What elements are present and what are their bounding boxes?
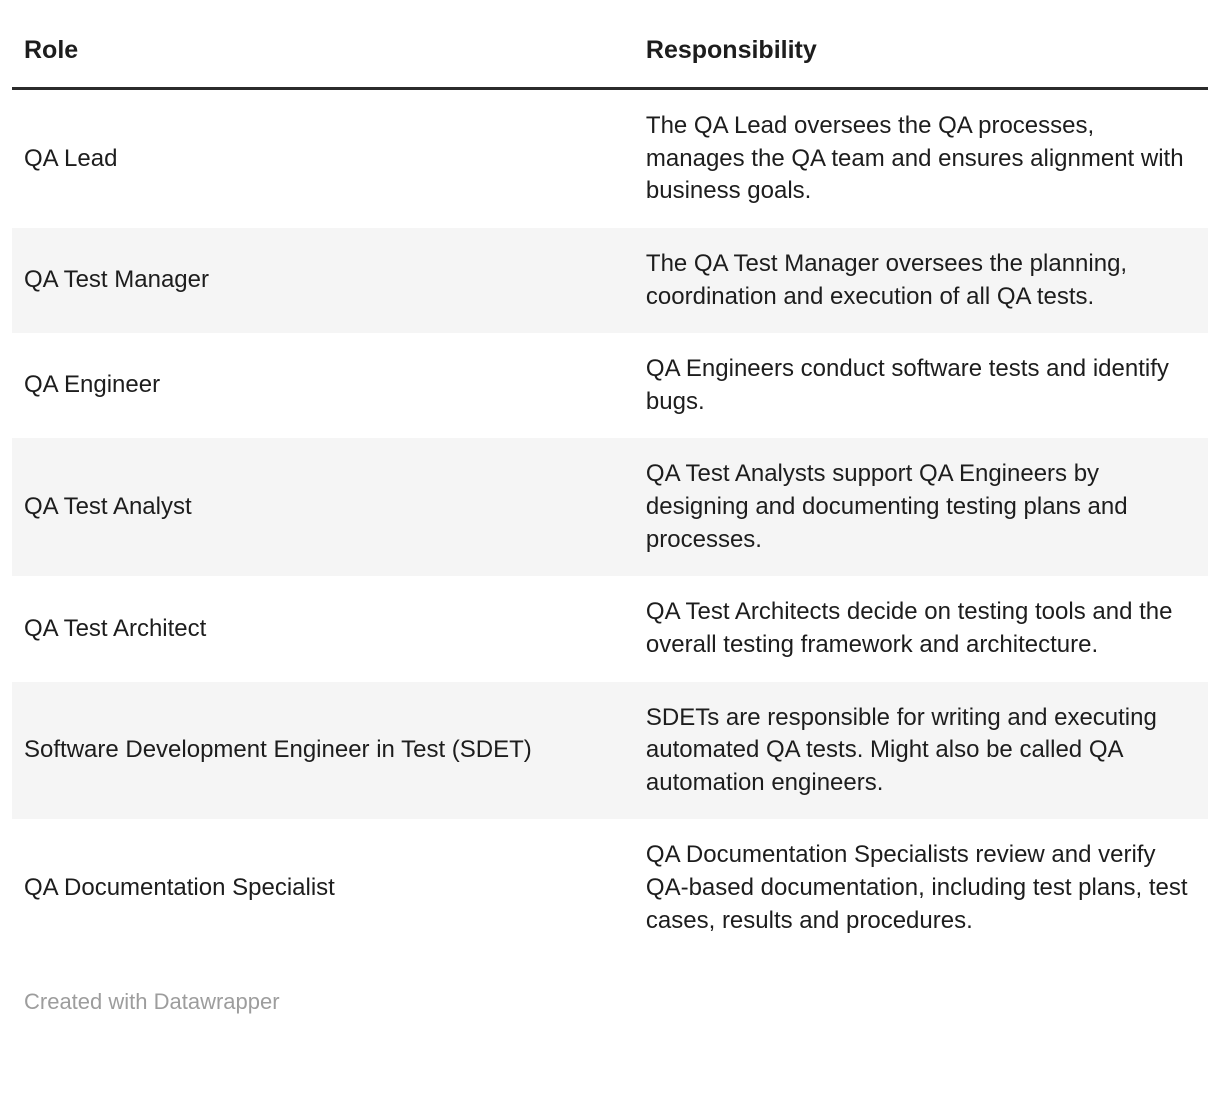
responsibility-cell: QA Engineers conduct software tests and … xyxy=(645,355,1169,415)
role-cell: Software Development Engineer in Test (S… xyxy=(24,736,532,764)
table-row: QA Test Manager The QA Test Manager overs… xyxy=(12,227,1208,334)
table-row: QA Engineer QA Engineers conduct software… xyxy=(12,333,1208,438)
roles-table: Role Responsibility QA Lead The QA Lead o… xyxy=(12,26,1208,957)
table-row: QA Lead The QA Lead oversees the QA proce… xyxy=(12,89,1208,228)
table-header: Role Responsibility xyxy=(12,26,1208,90)
responsibility-cell: QA Documentation Specialists review and … xyxy=(645,841,1188,934)
role-cell: QA Test Analyst xyxy=(24,493,192,520)
role-cell: QA Engineer xyxy=(24,371,161,399)
role-cell: QA Lead xyxy=(24,144,118,172)
responsibility-cell: QA Test Architects decide on testing too… xyxy=(645,598,1173,658)
table-row: QA Documentation Specialist QA Documentat… xyxy=(12,819,1208,957)
header-row: Role Responsibility xyxy=(12,26,1208,90)
responsibility-cell: The QA Test Manager oversees the plannin… xyxy=(645,249,1128,310)
table-body: QA Lead The QA Lead oversees the QA proce… xyxy=(12,89,1208,958)
role-cell: QA Test Architect xyxy=(24,614,207,642)
column-header-role: Role xyxy=(12,26,634,90)
table-row: Software Development Engineer in Test (S… xyxy=(12,681,1208,820)
responsibility-cell: SDETs are responsible for writing and ex… xyxy=(645,703,1157,796)
datawrapper-credit-link[interactable]: Created with Datawrapper xyxy=(24,989,280,1015)
column-header-responsibility: Responsibility xyxy=(633,26,1208,90)
responsibility-cell: The QA Lead oversees the QA processes, m… xyxy=(645,112,1184,205)
table-row: QA Test Analyst QA Test Analysts support … xyxy=(12,438,1208,577)
table-row: QA Test Architect QA Test Architects deci… xyxy=(12,576,1208,681)
role-cell: QA Test Manager xyxy=(24,266,209,294)
role-cell: QA Documentation Specialist xyxy=(24,874,335,901)
responsibility-cell: QA Test Analysts support QA Engineers by… xyxy=(645,460,1128,553)
